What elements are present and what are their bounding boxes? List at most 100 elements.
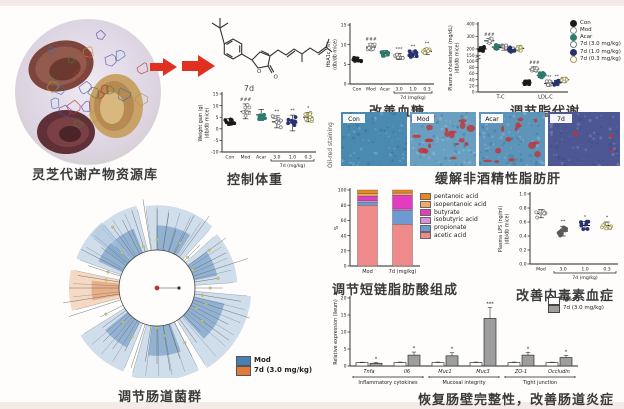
liver-caption: 缓解非酒精性脂肪肝 bbox=[434, 172, 561, 187]
svg-text:**: ** bbox=[425, 41, 430, 47]
svg-text:0.0: 0.0 bbox=[519, 262, 526, 268]
ganoderma-library-image bbox=[15, 19, 161, 165]
svg-text:Mod: Mod bbox=[366, 87, 376, 93]
top-strip bbox=[0, 0, 624, 6]
svg-text:**: ** bbox=[290, 108, 295, 114]
cladogram-legend: Mod 7d (3.0 mg/kg) bbox=[236, 356, 312, 376]
svg-text:Muc3: Muc3 bbox=[476, 369, 489, 375]
svg-text:7d (mg/kg): 7d (mg/kg) bbox=[389, 269, 417, 275]
svg-text:0.3: 0.3 bbox=[603, 267, 610, 273]
svg-text:**: ** bbox=[275, 109, 280, 115]
svg-text:-5: -5 bbox=[214, 138, 219, 144]
svg-text:Mod: Mod bbox=[362, 269, 373, 275]
svg-text:*: * bbox=[606, 215, 609, 221]
svg-text:###: ### bbox=[240, 97, 252, 103]
svg-text:*: * bbox=[451, 347, 454, 353]
scfa-caption: 调节短链脂肪酸组成 bbox=[331, 283, 458, 298]
scfa-legend: pentanoic acid isopentanoic acid butyrate i… bbox=[420, 193, 487, 240]
microbiota-caption: 调节肠道菌群 bbox=[117, 390, 202, 405]
svg-text:0.8: 0.8 bbox=[519, 206, 526, 212]
svg-text:###: ### bbox=[529, 60, 540, 65]
svg-text:###: ### bbox=[365, 36, 377, 42]
svg-text:Con: Con bbox=[353, 87, 362, 93]
legend-item: 7d (3.0 mg/kg) bbox=[548, 305, 604, 313]
legend-item: Mod bbox=[548, 297, 604, 305]
svg-text:80: 80 bbox=[469, 65, 475, 70]
svg-text:3.0: 3.0 bbox=[559, 267, 566, 273]
svg-text:20: 20 bbox=[469, 83, 475, 88]
svg-text:Acar: Acar bbox=[485, 116, 499, 123]
svg-text:**: ** bbox=[561, 219, 566, 225]
svg-text:-10: -10 bbox=[211, 150, 219, 156]
svg-text:5: 5 bbox=[344, 62, 347, 68]
legend-item: pentanoic acid bbox=[420, 193, 487, 201]
svg-text:Relative expression (Ileum): Relative expression (Ileum) bbox=[333, 299, 339, 365]
svg-text:60: 60 bbox=[341, 218, 347, 224]
gut-caption: 恢复肠壁完整性，改善肠道炎症 bbox=[417, 393, 614, 408]
svg-text:100: 100 bbox=[338, 188, 347, 194]
stain-method-label: Oil-red staining bbox=[327, 122, 334, 168]
svg-text:7d: 7d bbox=[557, 116, 565, 123]
svg-text:(db/db mice): (db/db mice) bbox=[455, 43, 461, 74]
svg-text:60: 60 bbox=[469, 71, 475, 76]
compound-structure: O O bbox=[211, 18, 333, 81]
svg-text:0: 0 bbox=[216, 127, 219, 133]
svg-text:7d (mg/kg): 7d (mg/kg) bbox=[572, 275, 598, 281]
skeletal-bonds bbox=[211, 18, 333, 74]
gene-expression-chart: 0 5 10 15 20 Relative expression (Ileum) * Tnfa… bbox=[330, 290, 622, 404]
svg-text:ZO-1: ZO-1 bbox=[514, 369, 527, 375]
oxygen-atom-label: O bbox=[274, 75, 279, 81]
compound-label: 7d bbox=[243, 84, 255, 93]
svg-text:15: 15 bbox=[341, 313, 347, 319]
svg-text:Acar: Acar bbox=[256, 155, 266, 161]
svg-text:Mod: Mod bbox=[241, 155, 251, 161]
svg-text:**: ** bbox=[547, 74, 551, 79]
microbiota-cladogram bbox=[12, 186, 312, 382]
svg-text:1.0: 1.0 bbox=[289, 155, 296, 161]
svg-text:0: 0 bbox=[344, 82, 347, 88]
svg-text:80: 80 bbox=[341, 203, 347, 209]
svg-text:**: ** bbox=[411, 44, 416, 50]
svg-text:0.4: 0.4 bbox=[519, 234, 526, 240]
svg-text:*: * bbox=[413, 346, 416, 352]
svg-text:0: 0 bbox=[344, 364, 347, 370]
lps-chart: 0.0 0.2 0.4 0.6 0.8 1.0 Plasma LPS (ng/ml) (db/… bbox=[494, 182, 624, 292]
svg-text:***: *** bbox=[486, 302, 494, 308]
weight-gain-chart: -10 -5 0 5 10 15 Weight gain (g) (db/db mice) Co… bbox=[196, 90, 320, 184]
svg-text:*: * bbox=[584, 214, 587, 220]
svg-text:Acar: Acar bbox=[380, 87, 390, 93]
svg-text:Plasma LPS (ng/ml): Plasma LPS (ng/ml) bbox=[498, 206, 504, 253]
legend-item: 7d (0.3 mg/kg) bbox=[570, 56, 621, 63]
svg-text:400: 400 bbox=[467, 22, 475, 27]
svg-text:7d (mg/kg): 7d (mg/kg) bbox=[280, 163, 306, 169]
svg-text:0: 0 bbox=[472, 90, 475, 95]
svg-text:300: 300 bbox=[467, 34, 475, 39]
legend-item: 7d (3.0 mg/kg) bbox=[236, 366, 312, 376]
svg-text:0.3: 0.3 bbox=[305, 155, 312, 161]
svg-text:Inflammatory cytokines: Inflammatory cytokines bbox=[358, 380, 418, 386]
svg-text:*: * bbox=[527, 346, 530, 352]
svg-text:Occludin: Occludin bbox=[548, 369, 570, 375]
svg-text:1.0: 1.0 bbox=[519, 192, 526, 198]
svg-text:3.0: 3.0 bbox=[395, 87, 402, 93]
svg-text:Con: Con bbox=[225, 155, 234, 161]
svg-text:HbA1c (%): HbA1c (%) bbox=[326, 42, 332, 68]
legend-item: acetic acid bbox=[420, 232, 487, 240]
scfa-chart: 0 20 40 60 80 100% Mod 7d (mg/kg) bbox=[330, 184, 426, 288]
legend-item: isopentanoic acid bbox=[420, 201, 487, 209]
svg-text:1.0: 1.0 bbox=[581, 267, 588, 273]
legend-item: 7d (1.0 mg/kg) bbox=[570, 49, 621, 56]
svg-text:(db/db mice): (db/db mice) bbox=[333, 39, 339, 70]
gene-legend: Mod 7d (3.0 mg/kg) bbox=[548, 297, 604, 313]
svg-text:LDL-C: LDL-C bbox=[538, 95, 553, 101]
histology-image-acar: Acar bbox=[477, 111, 546, 170]
legend-item: Mod bbox=[236, 356, 312, 366]
svg-text:100: 100 bbox=[467, 59, 475, 64]
hba1c-chart: 0 5 10 15 HbA1c (%) (db/db mice) Con Mod ### Acar… bbox=[324, 20, 438, 112]
svg-text:40: 40 bbox=[341, 233, 347, 239]
legend-item: Mod bbox=[570, 27, 621, 35]
svg-text:Con: Con bbox=[348, 116, 360, 123]
svg-text:10: 10 bbox=[341, 42, 347, 48]
svg-text:(db/db mice): (db/db mice) bbox=[505, 214, 511, 245]
